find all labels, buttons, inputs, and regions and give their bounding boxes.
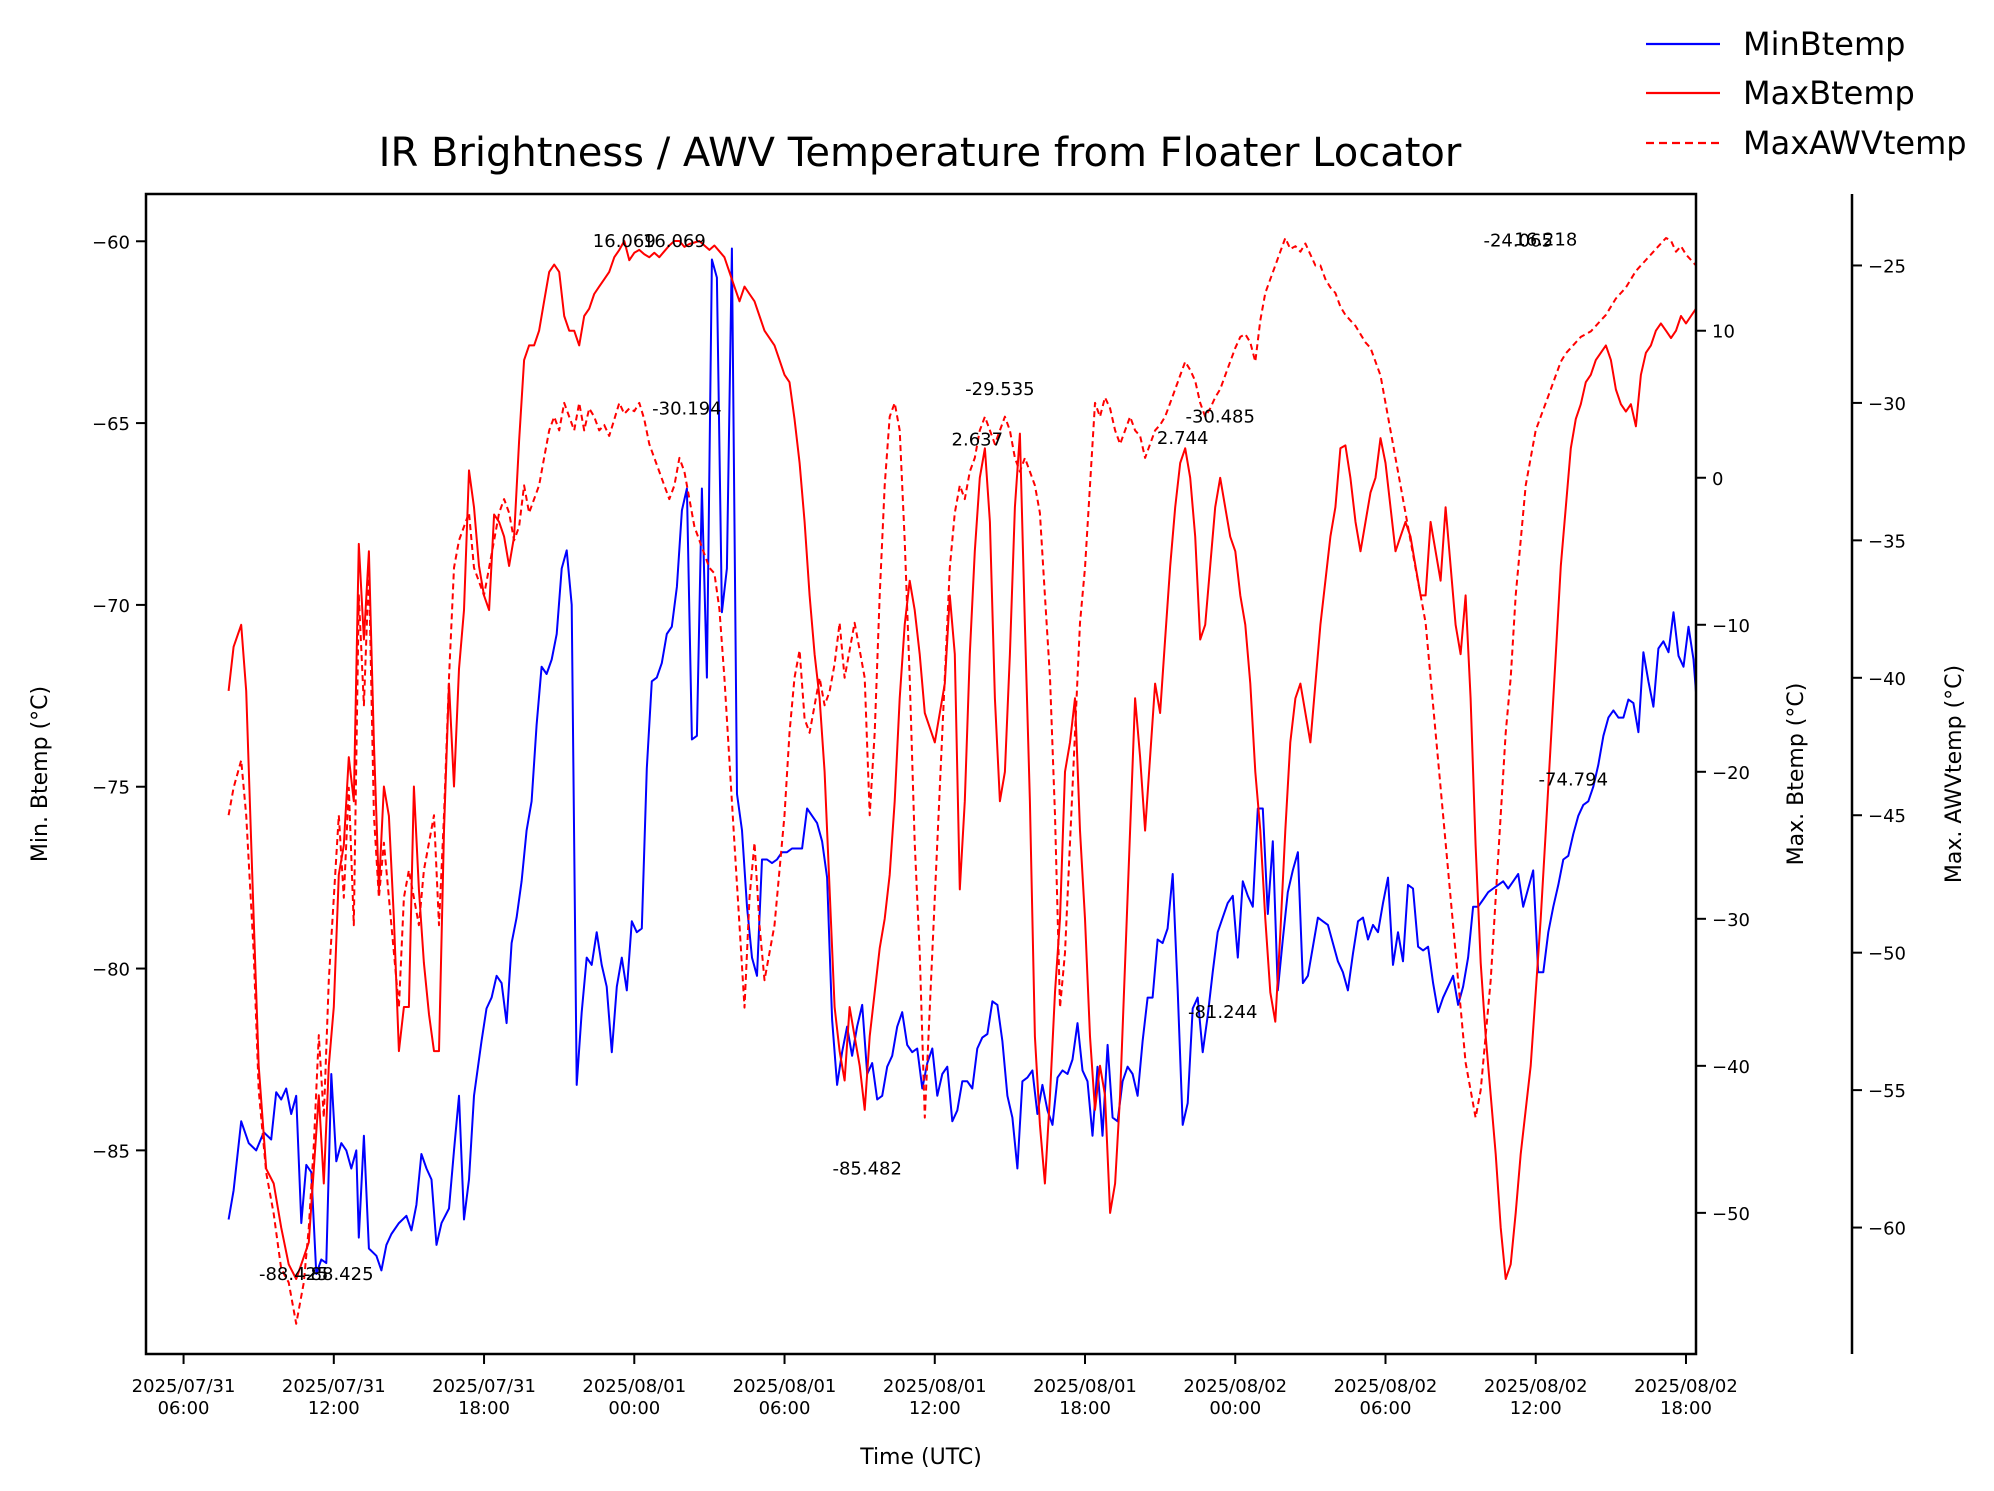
annotation-label: 16.218: [1514, 230, 1577, 251]
x-axis-label: Time (UTC): [859, 1445, 982, 1470]
x-tick-label: 2025/08/02: [1634, 1376, 1738, 1397]
y-left-tick-label: −75: [92, 778, 130, 799]
y-right2-tick-label: −40: [1868, 669, 1906, 690]
x-tick-label: 12:00: [308, 1398, 360, 1419]
legend-label-maxawvtemp: MaxAWVtemp: [1743, 124, 1967, 162]
x-tick-label: 12:00: [1510, 1398, 1562, 1419]
y-right-tick-label: −10: [1712, 616, 1750, 637]
x-tick-label: 2025/08/02: [1334, 1376, 1438, 1397]
annotation-label: -88.425: [259, 1264, 328, 1285]
y-right-tick-label: −40: [1712, 1057, 1750, 1078]
series-line-maxawvtemp: [227, 231, 1697, 1325]
y-axis-left-ticks: −85 −80 −75 −70 −65 −60: [92, 232, 146, 1162]
series-line-maxbtemp: [227, 240, 1697, 1280]
x-tick-label: 2025/07/31: [432, 1376, 536, 1397]
x-tick-label: 18:00: [458, 1398, 510, 1419]
y-left-tick-label: −65: [92, 414, 130, 435]
x-tick-label: 18:00: [1059, 1398, 1111, 1419]
x-tick-label: 2025/08/01: [582, 1376, 686, 1397]
x-tick-label: 06:00: [158, 1398, 210, 1419]
y-left-tick-label: −85: [92, 1141, 130, 1162]
annotation-label: -81.244: [1188, 1002, 1257, 1023]
annotation-label: -30.194: [652, 398, 721, 419]
x-tick-label: 06:00: [1360, 1398, 1412, 1419]
annotation-label: -24.065: [1483, 231, 1552, 252]
x-tick-label: 18:00: [1660, 1398, 1712, 1419]
y-axis-left-label: Min. Btemp (°C): [28, 686, 53, 862]
y-right2-tick-label: −30: [1868, 394, 1906, 415]
annotation-label: -74.794: [1539, 770, 1608, 791]
plot-frame: [144, 192, 1698, 1356]
annotation-label: -85.482: [832, 1159, 901, 1180]
x-tick-label: 12:00: [909, 1398, 961, 1419]
legend-label-maxbtemp: MaxBtemp: [1743, 74, 1915, 112]
y-left-tick-label: −60: [92, 232, 130, 253]
y-right2-tick-label: −55: [1868, 1081, 1906, 1102]
y-right-tick-label: −50: [1712, 1204, 1750, 1225]
x-tick-label: 2025/08/02: [1183, 1376, 1287, 1397]
chart-title: IR Brightness / AWV Temperature from Flo…: [379, 130, 1462, 176]
annotation-label: -30.485: [1185, 407, 1254, 428]
x-tick-label: 2025/07/31: [132, 1376, 236, 1397]
x-tick-label: 2025/08/02: [1484, 1376, 1588, 1397]
annotation-label: -29.535: [965, 379, 1034, 400]
y-right2-tick-label: −45: [1868, 806, 1906, 827]
x-axis-ticks: 2025/07/3106:002025/07/3112:002025/07/31…: [132, 1354, 1738, 1419]
x-tick-label: 2025/07/31: [282, 1376, 386, 1397]
y-right-tick-label: 0: [1712, 469, 1723, 490]
y-right2-tick-label: −35: [1868, 531, 1906, 552]
y-axis-right-label: Max. Btemp (°C): [1784, 683, 1809, 866]
y-right2-tick-label: −60: [1868, 1219, 1906, 1240]
x-tick-label: 00:00: [608, 1398, 660, 1419]
x-tick-label: 2025/08/01: [733, 1376, 837, 1397]
annotation-label: -88.425: [304, 1264, 373, 1285]
annotation-label: 16.069: [643, 231, 706, 252]
x-tick-label: 2025/08/01: [1033, 1376, 1137, 1397]
y-right-tick-label: 10: [1712, 322, 1735, 343]
plot-lines: [227, 231, 1697, 1325]
legend: MinBtemp MaxBtemp MaxAWVtemp: [1646, 25, 1967, 162]
x-tick-label: 00:00: [1209, 1398, 1261, 1419]
y-right-tick-label: −20: [1712, 763, 1750, 784]
x-tick-label: 06:00: [759, 1398, 811, 1419]
y-right2-tick-label: −25: [1868, 256, 1906, 277]
y-right2-tick-label: −50: [1868, 944, 1906, 965]
y-left-tick-label: −70: [92, 596, 130, 617]
x-tick-label: 2025/08/01: [883, 1376, 987, 1397]
annotation-label: 2.637: [952, 430, 1004, 451]
y-axis-right-ticks: −50 −40 −30 −20 −10 0 10: [1696, 322, 1750, 1225]
legend-label-minbtemp: MinBtemp: [1743, 25, 1905, 63]
y-right-tick-label: −30: [1712, 910, 1750, 931]
y-left-tick-label: −80: [92, 960, 130, 981]
annotation-label: 16.069: [593, 231, 656, 252]
series-line-minbtemp: [227, 247, 1697, 1275]
y-axis-right2-label: Max. AWVtemp (°C): [1942, 665, 1967, 883]
y-axis-right2-ticks: −60 −55 −50 −45 −40 −35 −30 −25: [1852, 256, 1906, 1240]
annotation-label: 2.744: [1157, 428, 1209, 449]
